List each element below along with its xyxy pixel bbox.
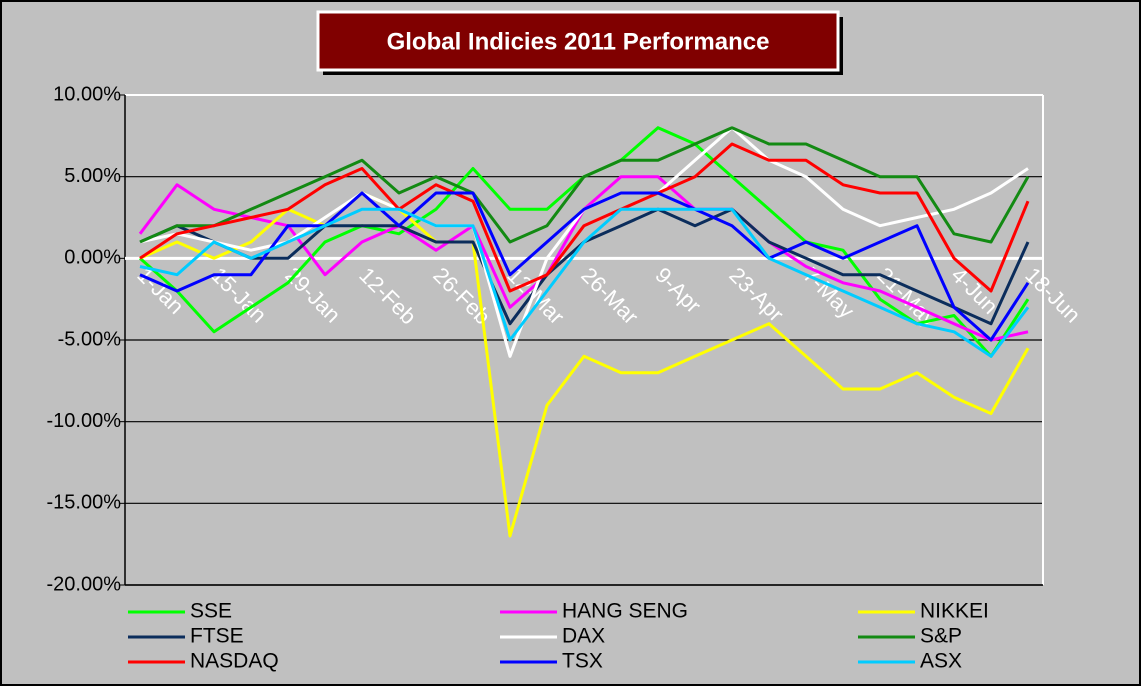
legend-label: DAX bbox=[562, 625, 605, 648]
grid: -20.00% -15.00% -10.00% -5.00% 0.00% 5.00% 10.… bbox=[47, 83, 1044, 595]
chart-title: Global Indicies 2011 Performance bbox=[387, 28, 770, 55]
series-line bbox=[139, 126, 1030, 244]
legend-label: TSX bbox=[562, 650, 603, 673]
y-tick-label: -20.00% bbox=[47, 573, 122, 595]
legend-label: SSE bbox=[190, 600, 232, 623]
y-tick-label: -15.00% bbox=[47, 492, 122, 514]
y-tick-label: -5.00% bbox=[58, 328, 122, 350]
legend-label: NASDAQ bbox=[190, 650, 279, 673]
legend-label: FTSE bbox=[190, 625, 244, 648]
legend: SSE HANG SENG NIKKEI FTSE DAX S&P NASDAQ TSX ASX bbox=[128, 600, 989, 673]
title-box bbox=[316, 10, 840, 72]
y-tick-label: 0.00% bbox=[64, 247, 121, 269]
legend-label: S&P bbox=[920, 625, 962, 648]
y-tick-label: 5.00% bbox=[64, 165, 121, 187]
legend-label: ASX bbox=[920, 650, 962, 673]
series-line bbox=[139, 207, 1030, 358]
y-tick-label: -10.00% bbox=[47, 410, 122, 432]
legend-label: NIKKEI bbox=[920, 600, 989, 623]
y-tick-label: 10.00% bbox=[53, 83, 121, 105]
series-line bbox=[139, 191, 1030, 342]
legend-label: HANG SENG bbox=[562, 600, 688, 623]
series-line bbox=[139, 142, 1030, 293]
